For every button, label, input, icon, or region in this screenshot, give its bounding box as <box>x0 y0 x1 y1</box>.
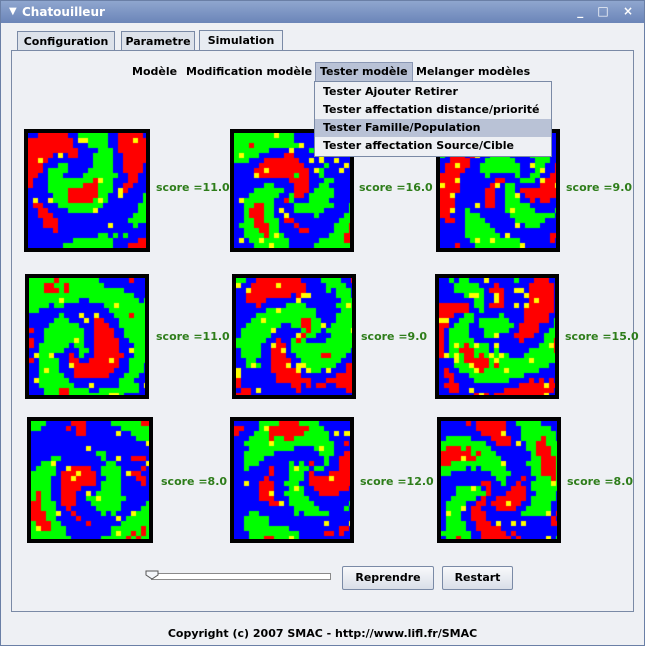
simulation-image-9 <box>437 417 561 543</box>
score-label-9: score =8.0 <box>567 475 634 488</box>
window-title: Chatouilleur <box>22 5 105 19</box>
title-bar[interactable]: ▼ Chatouilleur _ □ × <box>1 1 644 23</box>
automaton-canvas-4 <box>29 278 145 395</box>
simulation-image-6 <box>435 274 559 399</box>
reprendre-button[interactable]: Reprendre <box>342 566 434 590</box>
menu-tester-modele[interactable]: Tester modèle <box>315 62 413 82</box>
copyright-footer: Copyright (c) 2007 SMAC - http://www.lif… <box>167 627 478 640</box>
score-label-5: score =9.0 <box>361 330 428 343</box>
automaton-canvas-8 <box>234 421 350 539</box>
automaton-canvas-7 <box>31 421 149 539</box>
tab-parametre[interactable]: Parametre <box>121 31 195 51</box>
slider-track[interactable] <box>151 573 331 580</box>
automaton-canvas-1 <box>28 133 146 248</box>
menu-item-tester-affectation-source-cible[interactable]: Tester affectation Source/Cible <box>323 139 514 152</box>
slider-thumb[interactable] <box>145 570 159 580</box>
speed-slider[interactable] <box>145 570 331 582</box>
tab-simulation[interactable]: Simulation <box>199 30 283 52</box>
tab-configuration[interactable]: Configuration <box>17 31 115 51</box>
automaton-canvas-5 <box>236 278 352 395</box>
menu-melanger-modeles[interactable]: Melanger modèles <box>416 65 531 78</box>
score-label-7: score =8.0 <box>161 475 228 488</box>
simulation-image-5 <box>232 274 356 399</box>
simulation-image-2 <box>230 129 354 252</box>
score-label-3: score =9.0 <box>566 181 633 194</box>
menu-modification-modele[interactable]: Modification modèle <box>186 65 313 78</box>
score-label-1: score =11.0 <box>156 181 230 194</box>
menu-item-tester-affectation-distance-priorite[interactable]: Tester affectation distance/priorité <box>323 103 540 116</box>
automaton-canvas-6 <box>439 278 555 395</box>
window-controls[interactable]: _ □ × <box>577 4 638 18</box>
window-menu-icon[interactable]: ▼ <box>9 6 17 17</box>
score-label-2: score =16.0 <box>359 181 433 194</box>
score-label-4: score =11.0 <box>156 330 230 343</box>
restart-button[interactable]: Restart <box>442 566 513 590</box>
menu-modele[interactable]: Modèle <box>132 65 178 78</box>
tester-modele-dropdown: Tester Ajouter Retirer Tester affectatio… <box>314 81 552 157</box>
simulation-image-7 <box>27 417 153 543</box>
simulation-image-8 <box>230 417 354 543</box>
simulation-image-1 <box>24 129 150 252</box>
score-label-8: score =12.0 <box>360 475 434 488</box>
menu-item-tester-ajouter-retirer[interactable]: Tester Ajouter Retirer <box>323 85 458 98</box>
menu-item-tester-famille-population[interactable]: Tester Famille/Population <box>315 119 551 137</box>
simulation-image-4 <box>25 274 149 399</box>
automaton-canvas-9 <box>441 421 557 539</box>
score-label-6: score =15.0 <box>565 330 639 343</box>
